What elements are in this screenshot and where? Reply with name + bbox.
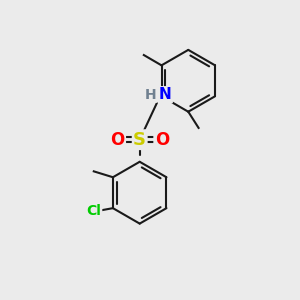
- Text: H: H: [145, 88, 156, 102]
- Text: O: O: [110, 131, 125, 149]
- Text: S: S: [133, 131, 146, 149]
- Text: O: O: [155, 131, 169, 149]
- Text: Cl: Cl: [86, 204, 101, 218]
- Text: N: N: [159, 87, 172, 102]
